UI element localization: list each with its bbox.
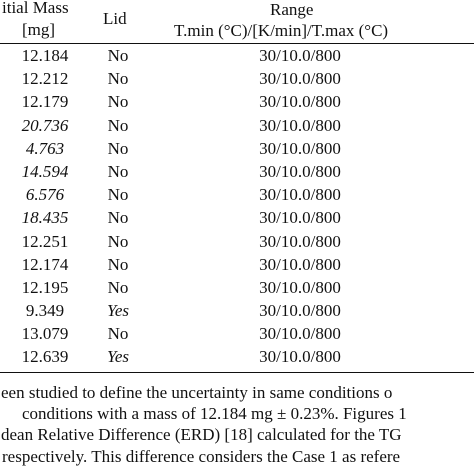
cell-range: 30/10.0/800 — [259, 301, 341, 321]
header-range-line1: Range — [270, 0, 314, 19]
cell-lid: No — [107, 208, 129, 228]
cell-lid: No — [107, 161, 129, 181]
table-row: 12.639 Yes 30/10.0/800 — [0, 345, 474, 368]
cell-range: 30/10.0/800 — [259, 277, 341, 297]
table-body: 12.184 No 30/10.0/800 12.212 No 30/10.0/800 12… — [0, 44, 474, 369]
cell-range: 30/10.0/800 — [259, 138, 341, 158]
cell-lid: No — [107, 277, 129, 297]
cell-lid: No — [107, 138, 129, 158]
cell-initial-mass: 4.763 — [25, 138, 65, 158]
table-row: 14.594 No 30/10.0/800 — [0, 160, 474, 183]
table-row: 13.079 No 30/10.0/800 — [0, 322, 474, 345]
paragraph-line: conditions with a mass of 12.184 mg ± 0.… — [22, 404, 407, 423]
cell-initial-mass: 14.594 — [21, 161, 69, 181]
table-row: 18.435 No 30/10.0/800 — [0, 206, 474, 229]
cell-initial-mass: 12.212 — [21, 69, 69, 89]
cell-initial-mass: 9.349 — [25, 301, 65, 321]
cell-lid: No — [107, 46, 129, 65]
cell-lid: No — [107, 254, 129, 274]
cell-lid: Yes — [106, 301, 130, 321]
cell-range: 30/10.0/800 — [259, 161, 341, 181]
paragraph-line: respectively. This difference considers … — [2, 447, 401, 466]
cell-range: 30/10.0/800 — [259, 185, 341, 205]
header-lid: Lid — [103, 9, 127, 28]
table-row: 12.195 No 30/10.0/800 — [0, 276, 474, 299]
cell-lid: Yes — [106, 347, 130, 367]
paragraph-line: dean Relative Difference (ERD) [18] calc… — [1, 425, 402, 444]
cell-initial-mass: 12.251 — [21, 231, 69, 251]
cell-initial-mass: 20.736 — [21, 115, 69, 135]
cell-lid: No — [107, 92, 129, 112]
cell-initial-mass: 12.179 — [21, 92, 69, 112]
header-initial-mass-line1: itial Mass — [2, 0, 69, 17]
cell-range: 30/10.0/800 — [259, 254, 341, 274]
header-initial-mass-line2: [mg] — [22, 20, 56, 39]
cell-range: 30/10.0/800 — [259, 92, 341, 112]
cell-initial-mass: 12.639 — [21, 347, 69, 367]
cell-initial-mass: 12.184 — [21, 46, 69, 65]
cell-range: 30/10.0/800 — [259, 46, 341, 65]
table-row: 12.212 No 30/10.0/800 — [0, 67, 474, 90]
cell-initial-mass: 12.195 — [21, 277, 69, 297]
table-row: 12.251 No 30/10.0/800 — [0, 230, 474, 253]
cell-range: 30/10.0/800 — [259, 324, 341, 344]
cell-range: 30/10.0/800 — [259, 208, 341, 228]
table-bottom-rule — [0, 372, 474, 373]
cell-initial-mass: 6.576 — [25, 185, 65, 205]
table-row: 9.349 Yes 30/10.0/800 — [0, 299, 474, 322]
cell-range: 30/10.0/800 — [259, 115, 341, 135]
header-range-line2: T.min (°C)/[K/min]/T.max (°C) — [174, 21, 389, 40]
paragraph-line: een studied to define the uncertainty in… — [1, 383, 393, 402]
cell-lid: No — [107, 231, 129, 251]
table-row: 6.576 No 30/10.0/800 — [0, 183, 474, 206]
table-row: 20.736 No 30/10.0/800 — [0, 114, 474, 137]
header-bottom-rule — [0, 43, 474, 44]
cell-range: 30/10.0/800 — [259, 231, 341, 251]
table-row: 12.174 No 30/10.0/800 — [0, 253, 474, 276]
cell-initial-mass: 13.079 — [21, 324, 69, 344]
table-row: 4.763 No 30/10.0/800 — [0, 137, 474, 160]
cell-initial-mass: 12.174 — [21, 254, 69, 274]
table-row: 12.179 No 30/10.0/800 — [0, 90, 474, 113]
cell-range: 30/10.0/800 — [259, 347, 341, 367]
cell-lid: No — [107, 69, 129, 89]
cell-lid: No — [107, 324, 129, 344]
cell-range: 30/10.0/800 — [259, 69, 341, 89]
table-row: 12.184 No 30/10.0/800 — [0, 44, 474, 67]
cell-lid: No — [107, 115, 129, 135]
cell-initial-mass: 18.435 — [21, 208, 69, 228]
cell-lid: No — [107, 185, 129, 205]
